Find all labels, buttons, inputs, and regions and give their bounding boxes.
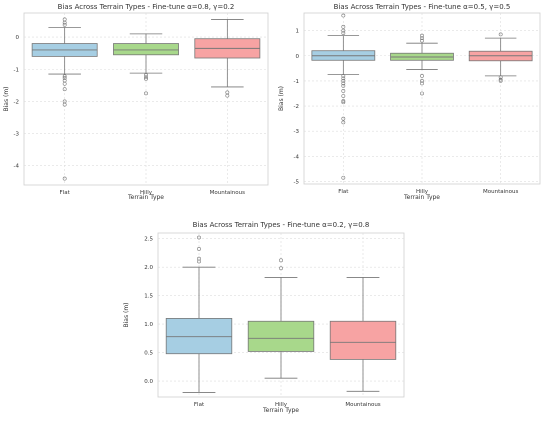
x-axis-label: Terrain Type	[127, 194, 164, 201]
box-hilly	[247, 258, 315, 379]
outlier-point	[341, 81, 346, 86]
y-tick-label: 0	[16, 35, 20, 41]
outlier-point	[279, 266, 283, 271]
x-axis-label: Terrain Type	[262, 407, 299, 414]
y-tick-label: -1	[14, 67, 19, 73]
outlier-point	[341, 76, 346, 81]
outlier-point	[341, 120, 346, 125]
y-tick-label: 0	[296, 54, 300, 60]
chart-bottom: 2.5 2.0 1.5 1.0 0.5 0.0 Flat Hilly Mountainous Bi…	[123, 221, 405, 414]
outlier-point	[498, 77, 503, 82]
outlier-point	[498, 75, 503, 80]
x-tick-label: Hilly	[275, 402, 288, 408]
chart-title: Bias Across Terrain Types - Fine-tune α=…	[193, 221, 370, 229]
outlier-point	[420, 36, 424, 41]
outlier-point	[144, 91, 148, 96]
x-tick-label: Mountainous	[210, 190, 245, 196]
y-tick-label: 1	[296, 29, 300, 35]
outlier-point	[420, 38, 424, 43]
outlier-point	[144, 77, 148, 81]
box-flat	[311, 13, 376, 180]
box-hilly	[113, 33, 179, 96]
outlier-point	[62, 176, 67, 181]
x-tick-label: Mountainous	[483, 189, 518, 195]
y-tick-label: -4	[14, 164, 20, 170]
outlier-point	[144, 73, 148, 77]
y-tick-label: -2	[294, 104, 299, 110]
x-tick-label: Flat	[194, 402, 205, 408]
y-tick-label: 2.0	[144, 265, 153, 271]
outlier-point	[62, 102, 67, 107]
outlier-point	[197, 256, 201, 261]
x-tick-label: Hilly	[140, 190, 153, 196]
box-hilly	[390, 33, 454, 96]
outlier-point	[62, 20, 67, 25]
outlier-point	[341, 89, 346, 93]
box-mountainous	[329, 277, 397, 392]
outlier-point	[341, 100, 346, 105]
chart-top-left: 0 -1 -2 -3 -4 Flat Hilly Mountainous Bias Across…	[3, 3, 269, 201]
iqr-box	[247, 320, 315, 352]
x-axis-label: Terrain Type	[403, 194, 440, 201]
outlier-point	[225, 93, 230, 98]
outlier-point	[62, 76, 67, 80]
outlier-point	[341, 175, 346, 180]
outlier-point	[62, 81, 67, 86]
chart-title: Bias Across Terrain Types - Fine-tune α=…	[334, 3, 511, 11]
box-flat	[165, 235, 233, 393]
outlier-point	[341, 78, 346, 83]
box-mountainous	[194, 19, 261, 98]
outlier-point	[420, 33, 424, 38]
outlier-point	[341, 13, 346, 18]
outlier-point	[144, 75, 148, 80]
box-flat	[31, 17, 98, 181]
y-tick-label: -1	[294, 79, 299, 85]
y-tick-label: 0.0	[144, 379, 153, 385]
y-tick-label: -3	[294, 129, 300, 135]
outlier-point	[341, 31, 346, 36]
iqr-box	[329, 320, 397, 360]
outlier-point	[498, 32, 503, 37]
y-axis-label: Bias (m)	[3, 86, 10, 111]
outlier-point	[341, 73, 346, 78]
x-tick-label: Flat	[60, 190, 71, 196]
y-tick-label: 2.5	[144, 237, 153, 243]
outlier-point	[197, 235, 201, 240]
y-tick-label: -5	[294, 179, 300, 185]
outlier-point	[341, 99, 346, 103]
outlier-point	[197, 259, 201, 264]
x-tick-label: Flat	[338, 189, 349, 195]
outlier-point	[279, 258, 283, 263]
chart-title: Bias Across Terrain Types - Fine-tune α=…	[58, 3, 235, 11]
outlier-point	[341, 28, 346, 33]
y-axis-label: Bias (m)	[278, 86, 285, 111]
outlier-point	[498, 78, 503, 83]
y-axis-label: Bias (m)	[123, 302, 130, 327]
outlier-point	[62, 87, 67, 92]
outlier-point	[341, 116, 346, 121]
outlier-point	[341, 84, 346, 88]
y-tick-label: -3	[14, 132, 20, 138]
iqr-box	[165, 318, 233, 355]
outlier-point	[420, 73, 424, 78]
outlier-point	[197, 247, 201, 251]
x-tick-label: Hilly	[416, 189, 429, 195]
y-tick-label: 1.0	[144, 322, 153, 328]
y-tick-label: 0.5	[144, 351, 153, 357]
outlier-point	[341, 94, 346, 98]
y-tick-label: -4	[294, 154, 300, 160]
outlier-point	[420, 91, 424, 96]
outlier-point	[62, 74, 67, 79]
outlier-point	[341, 24, 346, 29]
outlier-point	[62, 22, 67, 27]
y-tick-label: -2	[14, 99, 19, 105]
outlier-point	[420, 81, 424, 86]
chart-top-right: 1 0 -1 -2 -3 -4 -5 Flat Hilly Mountainous Bias Acr…	[278, 3, 541, 201]
iqr-box	[113, 43, 179, 56]
box-mountainous	[468, 32, 533, 83]
y-tick-label: 1.5	[144, 294, 153, 300]
outlier-point	[420, 78, 424, 83]
x-tick-label: Mountainous	[345, 402, 380, 408]
